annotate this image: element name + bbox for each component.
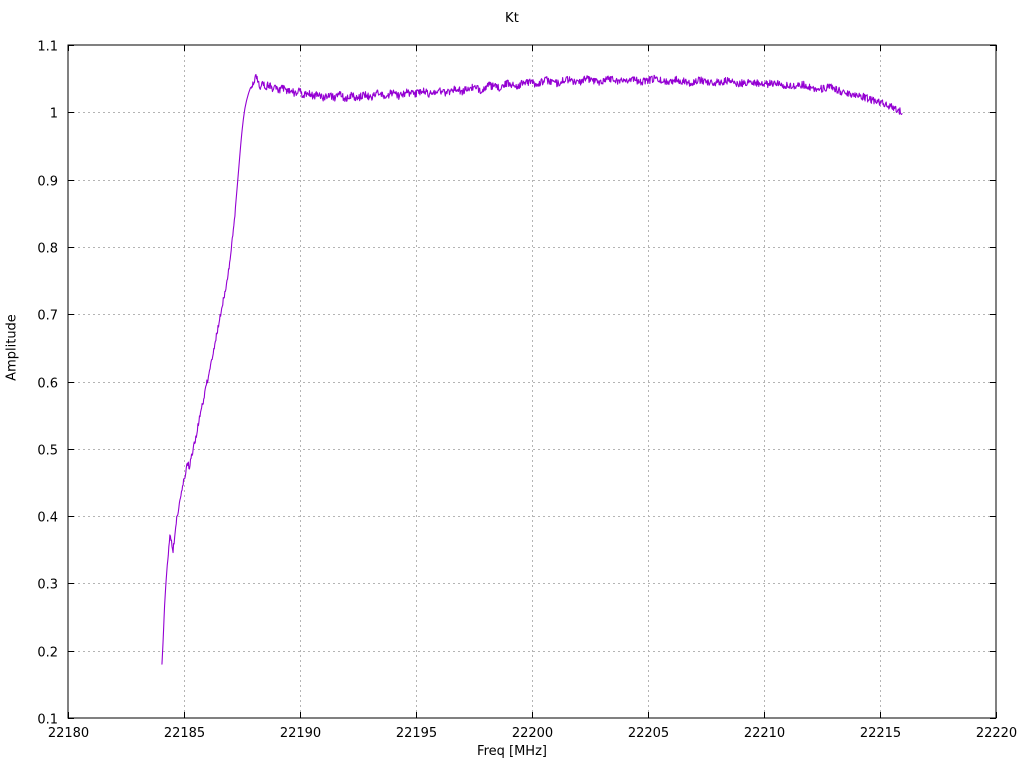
y-tick-label: 0.7	[37, 309, 58, 324]
x-tick-label: 22190	[280, 726, 321, 741]
chart-title: Kt	[504, 11, 520, 26]
y-tick-label: 0.6	[37, 377, 58, 392]
x-tick-label: 22220	[976, 726, 1017, 741]
y-tick-label: 0.8	[37, 242, 58, 257]
x-tick-label: 22185	[164, 726, 205, 741]
y-tick-label: 0.9	[37, 175, 58, 190]
y-tick-label: 0.4	[37, 511, 58, 526]
x-tick-label: 22210	[744, 726, 785, 741]
x-tick-label: 22200	[512, 726, 553, 741]
x-tick-labels: 22180 22185 22190 22195 22200 22205 22210 22215…	[48, 726, 1017, 741]
x-tick-label: 22180	[48, 726, 89, 741]
data-series-1	[161, 74, 903, 665]
x-tick-label: 22215	[860, 726, 901, 741]
grid-layer	[68, 45, 996, 718]
y-tick-label: 0.2	[37, 646, 58, 661]
y-tick-label: 1.1	[37, 40, 58, 55]
x-tick-label: 22195	[396, 726, 437, 741]
data-series-layer	[161, 74, 903, 665]
x-axis-label: Freq [MHz]	[477, 744, 547, 759]
y-tick-labels: 0.1 0.2 0.3 0.4 0.5 0.6 0.7 0.8 0.9 1 1.1	[37, 40, 58, 728]
y-tick-label: 1	[50, 107, 58, 122]
y-tick-label: 0.3	[37, 578, 58, 593]
plot-frame	[67, 44, 997, 719]
y-tick-label: 0.5	[37, 444, 58, 459]
x-tick-label: 22205	[628, 726, 669, 741]
y-tick-label: 0.1	[37, 713, 58, 728]
